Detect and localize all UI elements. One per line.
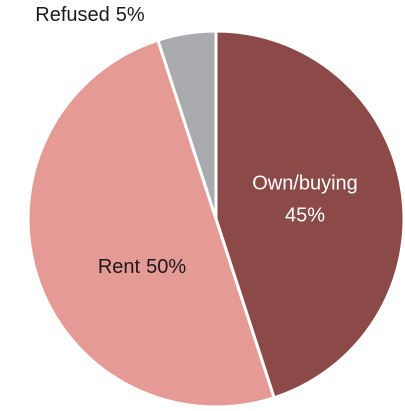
pie-slice [26,38,276,409]
pie-slice [214,29,405,400]
slice-label: Rent [98,256,141,278]
slice-value-label: 50% [146,256,186,278]
slice-label-group: Refused 5% [35,4,145,26]
slice-label: Own/buying [252,172,358,194]
slice-label: Refused [35,4,110,26]
slice-value-label: 45% [285,204,325,226]
slice-value-label: 5% [116,4,145,26]
pie-slice [156,29,218,220]
slice-label-group: Rent 50% [98,256,186,278]
